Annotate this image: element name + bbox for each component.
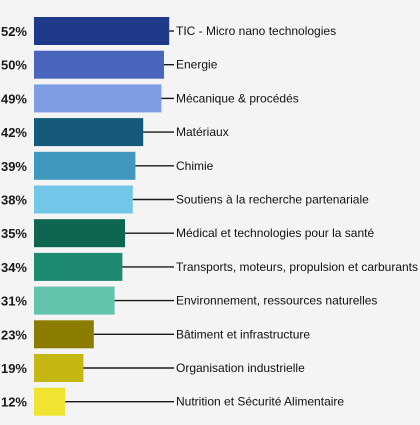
chart-row: 42% Matériaux <box>1 118 229 147</box>
bar <box>34 252 123 281</box>
value-label: 34% <box>1 260 27 275</box>
chart-row: 50% Energie <box>1 50 218 79</box>
bar <box>34 219 125 248</box>
bar <box>34 354 84 382</box>
bar <box>34 17 170 45</box>
value-label: 12% <box>1 395 27 410</box>
bar <box>34 151 136 180</box>
value-label: 39% <box>1 159 27 174</box>
bar <box>34 286 115 315</box>
chart-row: 38% Soutiens à la recherche partenariale <box>1 185 369 214</box>
chart-row: 34% Transports, moteurs, propulsion et ca… <box>1 252 418 281</box>
value-label: 35% <box>1 226 27 241</box>
bar <box>34 84 162 113</box>
value-label: 38% <box>1 193 27 208</box>
chart-row: 19% Organisation industrielle <box>1 354 305 382</box>
chart-row: 31% Environnement, ressources naturelles <box>1 286 377 315</box>
bar <box>34 320 94 349</box>
category-label: Organisation industrielle <box>176 361 305 375</box>
value-label: 52% <box>1 24 27 39</box>
category-label: Bâtiment et infrastructure <box>176 327 310 341</box>
chart-row: 35% Médical et technologies pour la santé <box>1 219 374 248</box>
chart-row: 39% Chimie <box>1 151 214 180</box>
chart-row: 12% Nutrition et Sécurité Alimentaire <box>1 387 344 416</box>
value-label: 19% <box>1 361 27 376</box>
value-label: 50% <box>1 58 27 73</box>
category-label: Nutrition et Sécurité Alimentaire <box>176 395 344 409</box>
category-label: Soutiens à la recherche partenariale <box>176 193 369 207</box>
chart-rows: 52% TIC - Micro nano technologies 50% Energ… <box>1 17 418 416</box>
category-label: Médical et technologies pour la santé <box>176 226 374 240</box>
bar <box>34 185 133 214</box>
bar <box>34 50 164 79</box>
category-label: Chimie <box>176 159 214 173</box>
chart-row: 52% TIC - Micro nano technologies <box>1 17 336 45</box>
category-label: Mécanique & procédés <box>176 91 299 105</box>
value-label: 31% <box>1 294 27 309</box>
category-label: Matériaux <box>176 125 229 139</box>
chart-row: 49% Mécanique & procédés <box>1 84 299 113</box>
value-label: 49% <box>1 91 27 106</box>
category-label: TIC - Micro nano technologies <box>176 24 336 38</box>
category-label: Energie <box>176 58 218 72</box>
bar <box>34 387 66 416</box>
bar <box>34 118 144 147</box>
category-label: Transports, moteurs, propulsion et carbu… <box>176 260 418 274</box>
chart-row: 23% Bâtiment et infrastructure <box>1 320 310 349</box>
value-label: 23% <box>1 327 27 342</box>
category-label: Environnement, ressources naturelles <box>176 294 377 308</box>
value-label: 42% <box>1 125 27 140</box>
